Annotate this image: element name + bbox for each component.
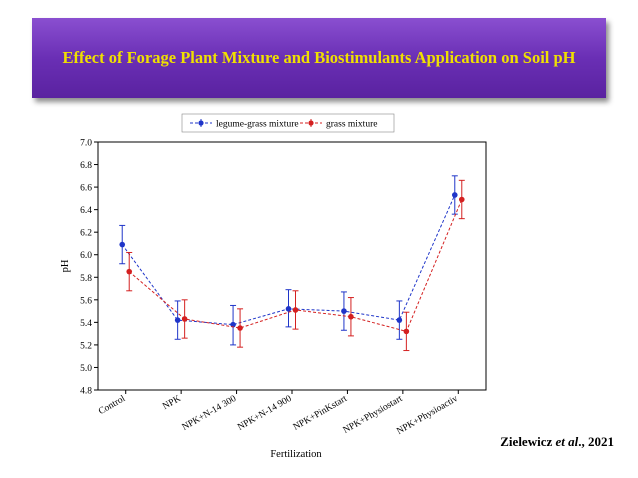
x-tick-label: NPK+N-14 300 (181, 394, 239, 433)
page-title: Effect of Forage Plant Mixture and Biost… (62, 48, 576, 67)
data-point (458, 196, 465, 203)
legend-box (181, 113, 395, 133)
x-tick-label: NPK+Physioactiv (395, 394, 460, 437)
data-point (181, 316, 188, 322)
plot-frame (97, 141, 487, 391)
y-tick-label: 4.8 (80, 387, 92, 397)
chart-series (119, 175, 465, 352)
data-point (230, 321, 236, 328)
data-point (341, 308, 347, 314)
chart-axes: 4.8 5.0 5.2 5.4 5.6 5.8 6.0 6.2 6.4 6.6 6.8 7.0 Cont… (60, 139, 487, 460)
y-tick-label: 6.6 (80, 184, 92, 194)
y-tick-label: 6.8 (80, 161, 92, 171)
title-banner: Effect of Forage Plant Mixture and Biost… (32, 18, 606, 98)
data-point (451, 192, 458, 198)
data-point (396, 317, 403, 323)
y-tick-label: 7.0 (80, 139, 92, 149)
data-point (237, 325, 243, 331)
legend-marker (308, 120, 314, 126)
y-tick-label: 6.4 (80, 206, 92, 216)
y-tick-label: 6.2 (80, 229, 92, 239)
legend-label: legume-grass mixture (216, 120, 299, 130)
x-axis-label: Fertilization (270, 449, 322, 460)
data-point (403, 328, 410, 335)
data-point (348, 313, 354, 320)
y-axis-label: pH (60, 259, 71, 272)
y-tick-label: 5.2 (80, 341, 92, 351)
y-tick-label: 5.0 (80, 364, 92, 374)
y-tick-label: 5.4 (80, 319, 92, 329)
legend-label: grass mixture (326, 120, 377, 130)
data-point (292, 307, 299, 313)
data-point (126, 268, 133, 275)
y-tick-label: 5.6 (80, 296, 92, 306)
chart-legend: legume-grass mixture grass mixture (181, 113, 395, 133)
x-tick-label: NPK (161, 394, 183, 412)
data-point (285, 306, 292, 312)
x-tick-label: Control (97, 394, 127, 417)
citation-etal: et al (555, 434, 579, 449)
y-tick-label: 6.0 (80, 251, 92, 261)
legend-marker (198, 120, 204, 126)
citation-year: ., 2021 (578, 434, 614, 449)
x-tick-label: NPK+N-14 900 (236, 394, 294, 433)
citation: Zielewicz et al., 2021 (500, 434, 614, 450)
data-point (119, 241, 126, 248)
y-tick-label: 5.8 (80, 274, 92, 284)
data-point (174, 317, 181, 323)
citation-author: Zielewicz (500, 434, 556, 449)
